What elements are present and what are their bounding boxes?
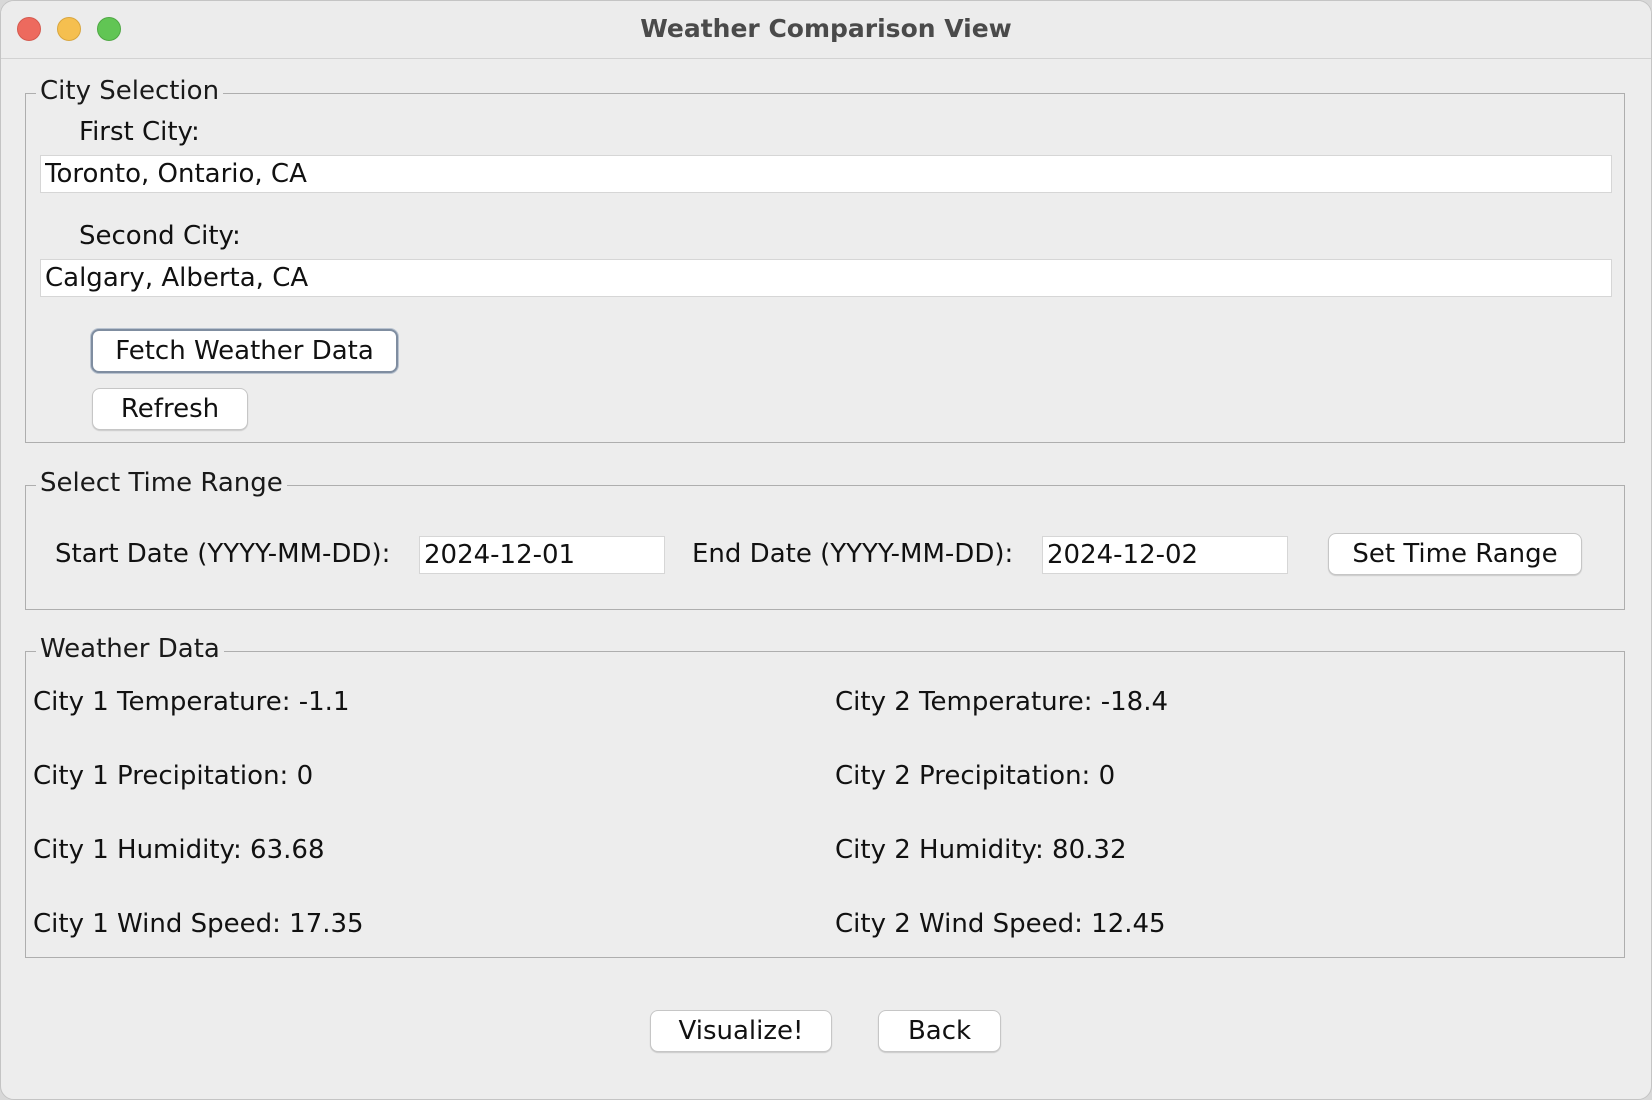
set-time-range-button[interactable]: Set Time Range: [1328, 533, 1582, 575]
city2-humidity: City 2 Humidity: 80.32: [835, 835, 1127, 865]
city1-temperature: City 1 Temperature: -1.1: [33, 687, 350, 717]
city1-wind-speed: City 1 Wind Speed: 17.35: [33, 909, 364, 939]
refresh-button[interactable]: Refresh: [92, 388, 248, 430]
city2-precipitation: City 2 Precipitation: 0: [835, 761, 1116, 791]
title-bar: Weather Comparison View: [1, 1, 1651, 59]
city-selection-title: City Selection: [36, 74, 224, 108]
end-date-label: End Date (YYYY-MM-DD):: [692, 539, 1014, 569]
city2-temperature: City 2 Temperature: -18.4: [835, 687, 1169, 717]
city1-precipitation: City 1 Precipitation: 0: [33, 761, 314, 791]
time-range-panel: Select Time Range Start Date (YYYY-MM-DD…: [25, 466, 1625, 610]
visualize-button[interactable]: Visualize!: [650, 1010, 832, 1052]
first-city-label: First City:: [79, 117, 200, 147]
second-city-input[interactable]: [40, 259, 1612, 297]
first-city-input[interactable]: [40, 155, 1612, 193]
time-range-title: Select Time Range: [36, 466, 287, 500]
city-selection-panel: City Selection First City: Second City: …: [25, 74, 1625, 443]
window-title: Weather Comparison View: [640, 14, 1012, 43]
weather-data-panel: Weather Data City 1 Temperature: -1.1 Ci…: [25, 632, 1625, 958]
city2-wind-speed: City 2 Wind Speed: 12.45: [835, 909, 1166, 939]
start-date-input[interactable]: [419, 536, 665, 574]
maximize-window-button[interactable]: [97, 17, 121, 41]
end-date-input[interactable]: [1042, 536, 1288, 574]
back-button[interactable]: Back: [878, 1010, 1001, 1052]
close-window-button[interactable]: [17, 17, 41, 41]
start-date-label: Start Date (YYYY-MM-DD):: [55, 539, 391, 569]
second-city-label: Second City:: [79, 221, 241, 251]
fetch-weather-data-button[interactable]: Fetch Weather Data: [91, 329, 398, 373]
weather-data-title: Weather Data: [36, 632, 224, 666]
city1-humidity: City 1 Humidity: 63.68: [33, 835, 325, 865]
minimize-window-button[interactable]: [57, 17, 81, 41]
